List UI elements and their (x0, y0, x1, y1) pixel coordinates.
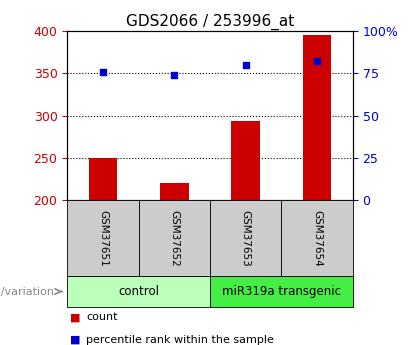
Bar (303, 35, 331, 200)
Bar (89, 158, 117, 200)
Text: ■: ■ (71, 335, 81, 345)
Text: GSM37653: GSM37653 (241, 210, 251, 266)
Text: genotype/variation: genotype/variation (0, 287, 55, 296)
Text: miR319a transgenic: miR319a transgenic (222, 285, 341, 298)
Text: control: control (118, 285, 159, 298)
Point (100, 70, 106, 75)
Point (314, 58, 320, 63)
Title: GDS2066 / 253996_at: GDS2066 / 253996_at (126, 13, 294, 30)
Text: GSM37654: GSM37654 (312, 210, 322, 266)
Text: GSM37652: GSM37652 (169, 210, 179, 266)
Text: GSM37651: GSM37651 (98, 210, 108, 266)
Point (171, 72, 178, 78)
Bar (160, 183, 189, 200)
Text: percentile rank within the sample: percentile rank within the sample (86, 335, 274, 345)
Point (242, 62, 249, 68)
Bar (231, 121, 260, 200)
Text: ■: ■ (71, 313, 81, 322)
Text: count: count (86, 313, 118, 322)
